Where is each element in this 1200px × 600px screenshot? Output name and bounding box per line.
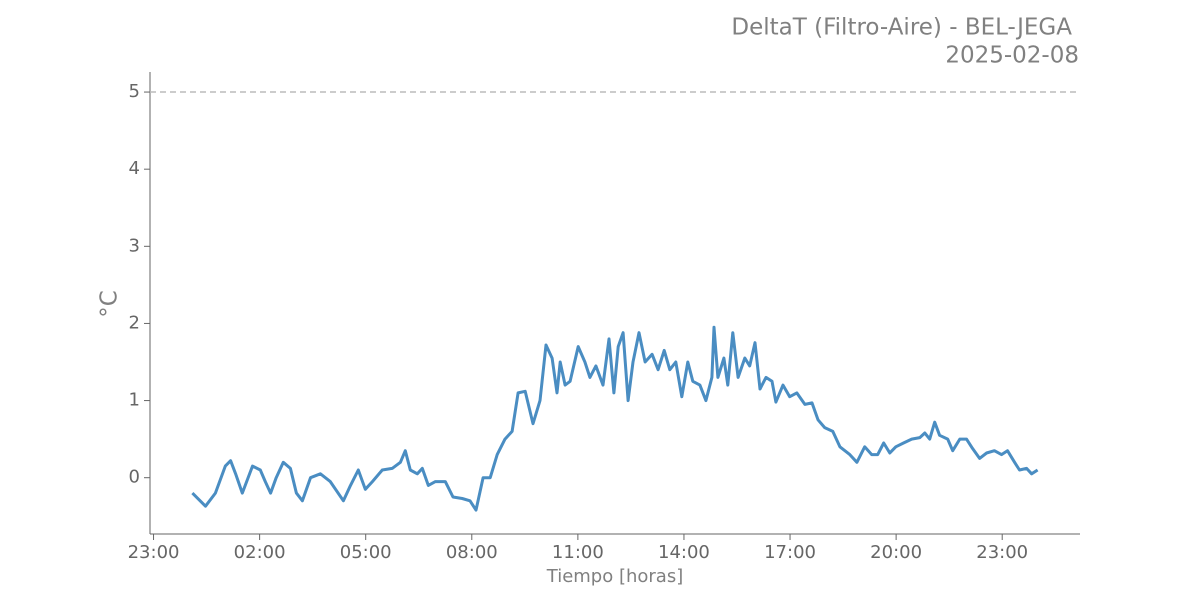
x-tick-label: 05:00	[340, 542, 392, 563]
x-tick-label: 14:00	[658, 542, 710, 563]
data-line	[191, 325, 1039, 512]
x-tick-label: 20:00	[870, 542, 922, 563]
y-tick-label: 1	[129, 390, 140, 411]
y-tick-label: 2	[129, 312, 140, 333]
x-tick-label: 08:00	[446, 542, 498, 563]
chart-title: DeltaT (Filtro-Aire) - BEL-JEGA	[731, 15, 1072, 41]
y-tick-label: 3	[129, 235, 140, 256]
y-tick-label: 5	[129, 81, 140, 102]
chart-subtitle: 2025-02-08	[945, 43, 1079, 69]
y-tick-label: 0	[129, 467, 140, 488]
x-tick-label: 02:00	[234, 542, 286, 563]
x-tick-label: 17:00	[764, 542, 816, 563]
y-axis-label: °C	[97, 290, 123, 318]
x-tick-label: 11:00	[552, 542, 604, 563]
y-tick-label: 4	[129, 158, 140, 179]
x-tick-label: 23:00	[976, 542, 1028, 563]
x-tick-label: 23:00	[128, 542, 180, 563]
x-axis-label: Tiempo [horas]	[546, 566, 684, 587]
